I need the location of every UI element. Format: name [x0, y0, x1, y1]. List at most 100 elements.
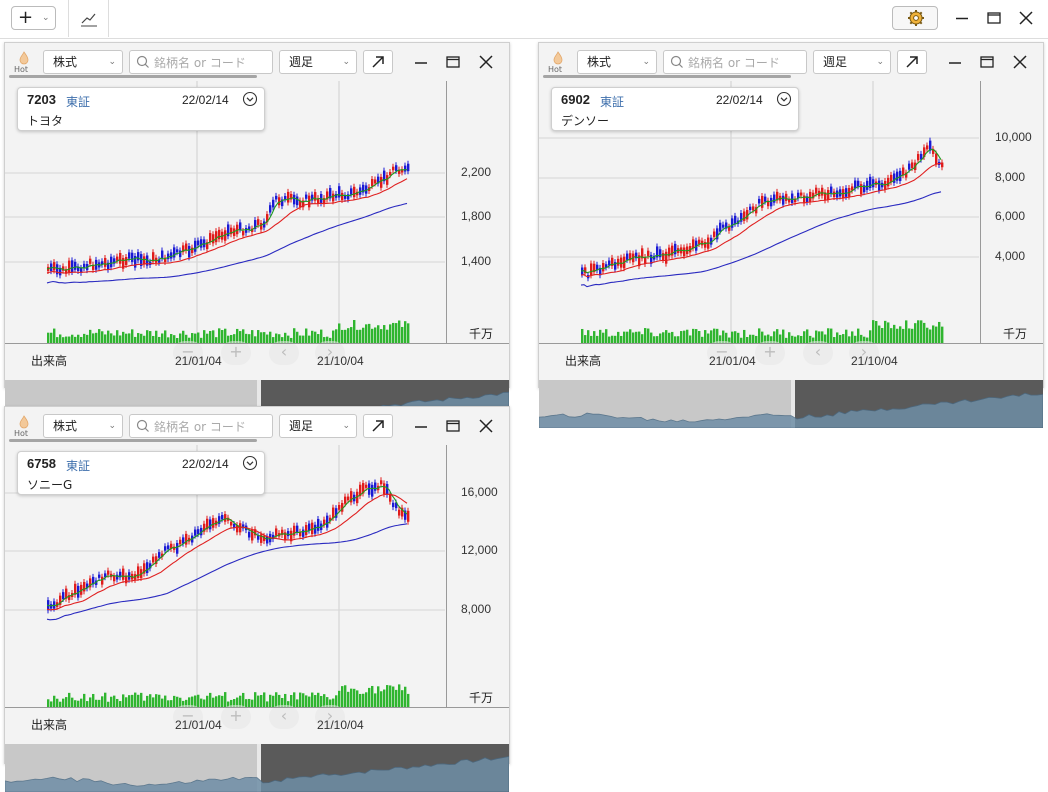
volume-bar — [308, 697, 310, 707]
settings-button[interactable] — [892, 6, 938, 30]
security-type-select[interactable]: 株式 ⌄ — [43, 414, 123, 438]
period-select[interactable]: 週足 ⌄ — [813, 50, 891, 74]
app-close-button[interactable] — [1014, 6, 1038, 30]
volume-bar — [890, 328, 892, 343]
minimize-icon — [411, 416, 431, 436]
expand-circle-icon[interactable] — [776, 91, 792, 107]
popout-button[interactable] — [363, 50, 393, 74]
volume-bar — [623, 332, 625, 343]
volume-bar — [104, 334, 106, 343]
volume-bar — [68, 693, 70, 707]
hot-button[interactable]: Hot — [13, 415, 35, 441]
moving-average-line — [47, 486, 407, 605]
period-select[interactable]: 週足 ⌄ — [279, 50, 357, 74]
price-axis: 16,000 12,000 8,000 千万 — [446, 445, 510, 707]
x-tick-label: 21/10/04 — [851, 354, 898, 368]
volume-bar — [317, 334, 319, 343]
candle — [116, 575, 118, 580]
candle — [341, 193, 343, 200]
chart-tab[interactable] — [68, 0, 109, 37]
range-navigator[interactable] — [5, 744, 509, 792]
window-maximize-button[interactable] — [443, 52, 463, 72]
volume-bar — [83, 334, 85, 343]
window-minimize-button[interactable] — [945, 52, 965, 72]
volume-bar — [350, 689, 352, 707]
hot-button[interactable]: Hot — [547, 51, 569, 77]
popout-button[interactable] — [363, 414, 393, 438]
security-type-select[interactable]: 株式 ⌄ — [43, 50, 123, 74]
volume-bar — [401, 327, 403, 343]
volume-bar — [140, 693, 142, 707]
volume-bar — [122, 694, 124, 707]
expand-circle-icon[interactable] — [242, 91, 258, 107]
add-chart-button[interactable]: + ⌄ — [11, 6, 56, 30]
symbol-search-input[interactable] — [686, 53, 805, 73]
app-minimize-button[interactable] — [950, 6, 974, 30]
candle — [338, 186, 340, 197]
volume-bar — [389, 685, 391, 707]
security-type-value: 株式 — [53, 55, 77, 69]
popout-button[interactable] — [897, 50, 927, 74]
symbol-search-input[interactable] — [152, 417, 271, 437]
symbol-info-card[interactable]: 6902 東証 22/02/14 デンソー — [551, 87, 799, 131]
window-minimize-button[interactable] — [411, 416, 431, 436]
volume-bar — [308, 336, 310, 343]
volume-bar — [407, 694, 409, 707]
window-maximize-button[interactable] — [443, 416, 463, 436]
period-select[interactable]: 週足 ⌄ — [279, 414, 357, 438]
window-close-button[interactable] — [476, 52, 496, 72]
window-maximize-button[interactable] — [977, 52, 997, 72]
candle — [218, 230, 220, 239]
volume-bar — [257, 696, 259, 707]
candle — [326, 516, 328, 528]
period-value: 週足 — [289, 419, 313, 433]
symbol-search[interactable] — [663, 50, 807, 74]
candle — [392, 503, 394, 507]
security-type-select[interactable]: 株式 ⌄ — [577, 50, 657, 74]
volume-bar — [923, 323, 925, 343]
candle — [752, 206, 754, 210]
candle — [602, 263, 604, 271]
window-close-button[interactable] — [476, 416, 496, 436]
volume-bar — [65, 697, 67, 707]
volume-bar — [140, 334, 142, 343]
chevron-down-icon: ⌄ — [42, 13, 50, 23]
candle — [239, 222, 241, 229]
volume-bar — [617, 332, 619, 343]
y-tick-label: 1,800 — [461, 209, 491, 223]
window-close-button[interactable] — [1010, 52, 1030, 72]
horizontal-scrollbar[interactable] — [9, 75, 257, 78]
volume-bar — [218, 328, 220, 343]
horizontal-scrollbar[interactable] — [9, 439, 257, 442]
candle — [221, 515, 223, 519]
volume-bar — [383, 690, 385, 707]
candle — [332, 194, 334, 202]
navigator-area — [539, 393, 1043, 428]
hot-button[interactable]: Hot — [13, 51, 35, 77]
candle — [314, 525, 316, 534]
symbol-search[interactable] — [129, 50, 273, 74]
candle — [200, 239, 202, 247]
candle — [122, 569, 124, 580]
volume-bar — [758, 328, 760, 343]
volume-bar — [161, 699, 163, 707]
symbol-search-input[interactable] — [152, 53, 271, 73]
app-maximize-button[interactable] — [982, 6, 1006, 30]
volume-bar — [749, 335, 751, 343]
symbol-info-card[interactable]: 6758 東証 22/02/14 ソニーG — [17, 451, 265, 495]
symbol-info-card[interactable]: 7203 東証 22/02/14 トヨタ — [17, 87, 265, 131]
volume-bar — [371, 686, 373, 707]
horizontal-scrollbar[interactable] — [543, 75, 791, 78]
close-icon — [1014, 6, 1038, 30]
time-axis: 21/01/04 21/10/04 — [539, 343, 1043, 380]
search-icon — [132, 415, 152, 437]
volume-bar — [587, 330, 589, 343]
symbol-code: 6758 — [27, 456, 56, 471]
candle — [275, 196, 277, 200]
volume-bar — [602, 333, 604, 343]
symbol-search[interactable] — [129, 414, 273, 438]
candle — [212, 234, 214, 243]
expand-circle-icon[interactable] — [242, 455, 258, 471]
range-navigator[interactable] — [539, 380, 1043, 428]
window-minimize-button[interactable] — [411, 52, 431, 72]
